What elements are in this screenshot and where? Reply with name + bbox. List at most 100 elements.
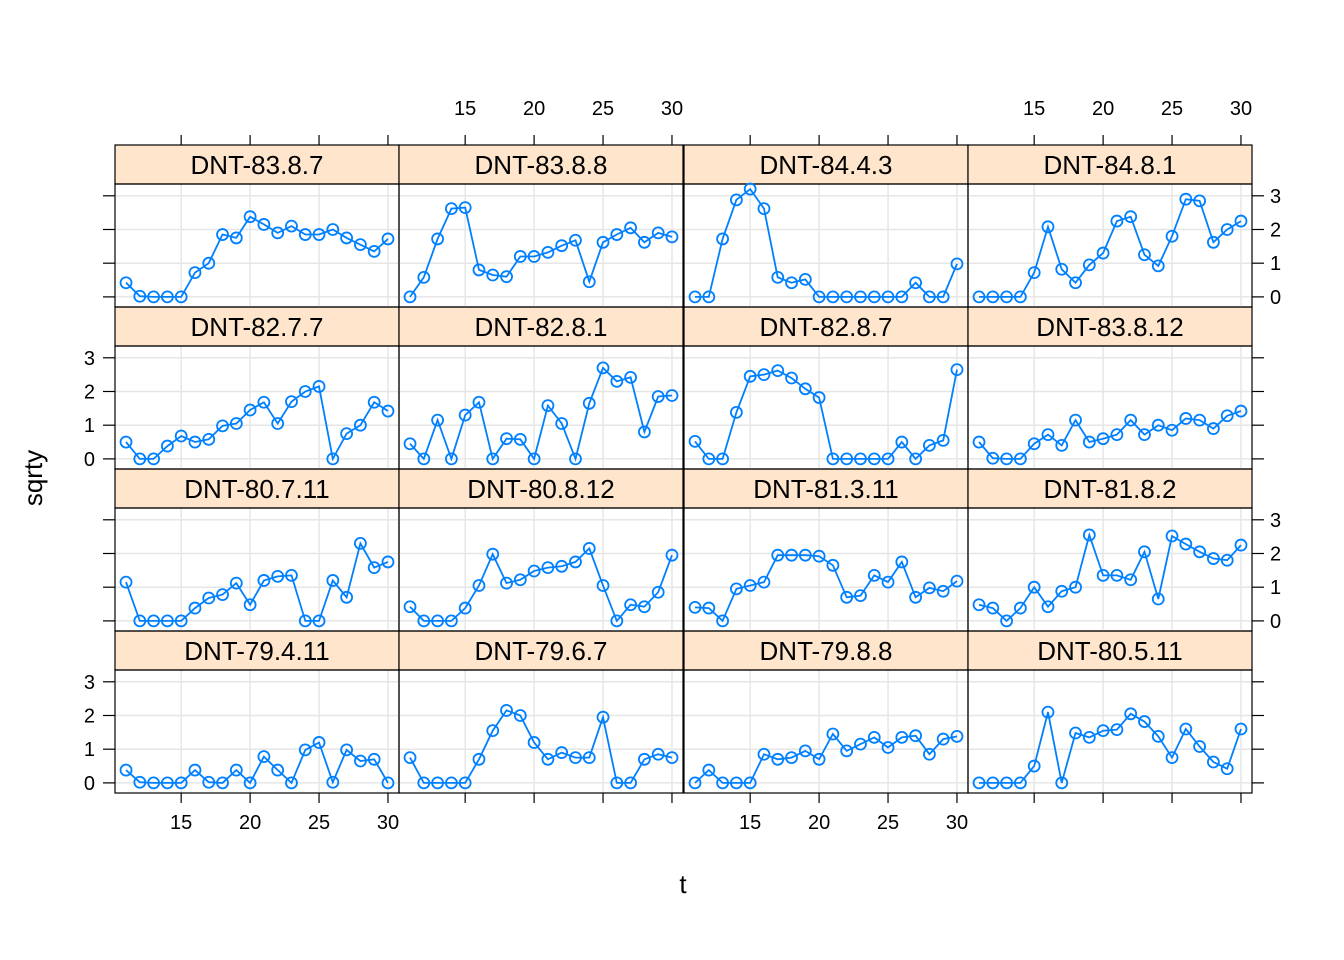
panel-frame: [114, 183, 400, 308]
data-point: [1013, 452, 1027, 466]
data-point: [1124, 707, 1138, 721]
data-point: [285, 776, 298, 790]
panel-strip-label: DNT-82.7.7: [191, 312, 324, 342]
data-point: [1124, 210, 1138, 224]
series-line: [409, 709, 673, 784]
data-point: [596, 361, 610, 375]
data-point: [1027, 437, 1041, 451]
data-point: [665, 751, 679, 765]
data-point: [771, 548, 785, 562]
data-point: [895, 730, 909, 744]
panel-strip: [114, 630, 400, 671]
data-point: [147, 776, 161, 790]
data-point: [1055, 584, 1069, 598]
data-point: [716, 232, 730, 246]
data-point: [312, 614, 326, 628]
data-point: [950, 363, 964, 376]
x-tick-label-top: 30: [1230, 98, 1252, 120]
panel: DNT-79.4.11: [114, 630, 400, 794]
data-point: [500, 432, 513, 446]
data-point: [367, 395, 381, 409]
panel-strip: [967, 306, 1253, 347]
panel: DNT-84.4.3: [683, 144, 969, 308]
data-point: [702, 290, 716, 304]
y-tick-label-left: 3: [84, 348, 95, 370]
panel-frame: [114, 345, 400, 470]
data-point: [403, 290, 417, 304]
data-point: [785, 751, 798, 765]
data-point: [472, 263, 486, 277]
data-point: [881, 452, 895, 466]
panel-strip-label: DNT-84.8.1: [1044, 150, 1177, 180]
data-point: [160, 439, 174, 453]
panel-frame: [398, 183, 684, 308]
data-point: [909, 729, 923, 743]
series-line: [979, 198, 1242, 298]
data-point: [637, 425, 651, 439]
data-point: [229, 417, 243, 430]
data-point: [147, 290, 161, 304]
data-point: [298, 228, 312, 241]
data-point: [472, 752, 486, 766]
panel-strip: [398, 468, 684, 509]
data-point: [229, 763, 243, 777]
data-point: [702, 452, 716, 466]
data-point: [160, 776, 174, 790]
data-point: [1179, 192, 1193, 206]
data-point: [582, 396, 596, 410]
data-point: [569, 452, 582, 466]
data-point: [147, 614, 161, 628]
data-point: [257, 395, 271, 409]
data-point: [771, 364, 785, 378]
data-point: [624, 776, 638, 790]
data-point: [1165, 423, 1179, 437]
data-point: [1206, 552, 1220, 565]
data-point: [1165, 529, 1179, 543]
data-point: [381, 776, 395, 790]
data-point: [986, 290, 1000, 304]
panel-strip-label: DNT-80.5.11: [1037, 636, 1182, 666]
y-tick-label-left: 1: [84, 415, 95, 437]
data-point: [972, 435, 986, 449]
data-point: [444, 452, 458, 466]
data-point: [298, 743, 312, 757]
data-point: [610, 228, 624, 241]
data-point: [798, 548, 812, 562]
data-point: [312, 228, 326, 241]
data-point: [1220, 223, 1234, 236]
series-line: [694, 369, 958, 461]
series-line: [125, 385, 389, 462]
data-point: [610, 776, 624, 790]
data-point: [353, 418, 367, 432]
panel-strip-label: DNT-79.8.8: [760, 636, 893, 666]
data-point: [665, 548, 679, 562]
y-tick-label-right: 1: [1270, 577, 1281, 599]
panel-strip: [967, 630, 1253, 671]
data-point: [243, 210, 257, 224]
panel-strip-label: DNT-82.8.7: [760, 312, 893, 342]
data-point: [133, 452, 147, 466]
panel: DNT-81.3.11: [683, 468, 969, 632]
data-point: [417, 452, 431, 466]
panel-frame: [967, 507, 1253, 632]
data-point: [486, 452, 500, 466]
data-point: [637, 600, 651, 614]
x-tick-label-bottom: 20: [808, 812, 830, 834]
data-point: [381, 232, 395, 246]
data-point: [812, 549, 826, 563]
data-point: [716, 614, 730, 628]
data-point: [1041, 600, 1055, 614]
data-point: [500, 270, 513, 284]
data-point: [895, 555, 909, 569]
panel-frame: [114, 507, 400, 632]
panel-strip: [398, 306, 684, 347]
data-point: [972, 776, 986, 790]
data-point: [444, 202, 458, 216]
data-point: [826, 452, 840, 466]
data-point: [555, 417, 569, 430]
panel-strip-label: DNT-80.8.12: [467, 474, 614, 504]
data-point: [702, 763, 716, 777]
panel-strip-label: DNT-81.8.2: [1044, 474, 1177, 504]
data-point: [757, 368, 771, 382]
data-point: [271, 763, 285, 777]
